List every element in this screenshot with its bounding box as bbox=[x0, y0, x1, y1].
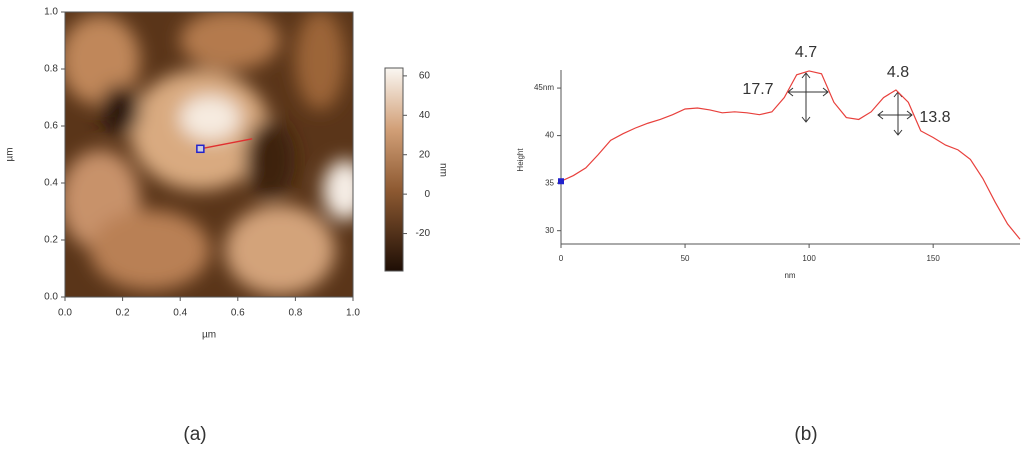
x-tick-label: 150 bbox=[926, 254, 940, 263]
colorbar-tick-label: 20 bbox=[419, 149, 431, 160]
y-tick-label: 0.6 bbox=[44, 121, 58, 132]
profile-start bbox=[196, 144, 205, 154]
annotation-arrows bbox=[787, 72, 913, 136]
x-axis-label: µm bbox=[202, 330, 216, 341]
y-axis-label: µm bbox=[5, 147, 16, 161]
annotation: 13.8 bbox=[919, 109, 950, 126]
x-tick-label: 0.4 bbox=[173, 308, 187, 319]
y-tick-label: 0.8 bbox=[44, 64, 58, 75]
y-axis-label: Height bbox=[516, 148, 525, 172]
profile-curve bbox=[560, 70, 1021, 240]
annotation: 17.7 bbox=[742, 81, 773, 98]
y-tick-label: 0.4 bbox=[44, 178, 58, 189]
y-tick-label: 45nm bbox=[534, 83, 554, 92]
colorbar-tick-label: 40 bbox=[419, 110, 431, 121]
afm-image bbox=[65, 12, 353, 297]
x-tick-label: 100 bbox=[802, 254, 816, 263]
x-tick-label: 0.0 bbox=[58, 308, 72, 319]
colorbar-tick-label: 0 bbox=[424, 189, 430, 200]
start-marker bbox=[558, 178, 564, 185]
y-tick-label: 35 bbox=[545, 178, 554, 187]
y-tick-label: 40 bbox=[545, 131, 554, 140]
x-tick-label: 0.2 bbox=[116, 308, 130, 319]
colorbar-label: nm bbox=[437, 163, 448, 177]
y-tick-label: 0.2 bbox=[44, 235, 58, 246]
y-tick-label: 30 bbox=[545, 226, 554, 235]
profile-line bbox=[200, 138, 253, 150]
annotation: 4.8 bbox=[887, 64, 909, 81]
colorbar-tick-label: -20 bbox=[416, 228, 431, 239]
annotation: 4.7 bbox=[795, 44, 817, 61]
x-tick-label: 0 bbox=[559, 254, 564, 263]
y-tick-label: 1.0 bbox=[44, 7, 58, 18]
x-tick-label: 0.8 bbox=[288, 308, 302, 319]
colorbar bbox=[384, 67, 404, 272]
x-tick-label: 1.0 bbox=[346, 308, 360, 319]
x-axis-label: nm bbox=[784, 271, 795, 280]
x-tick-label: 50 bbox=[681, 254, 690, 263]
colorbar-tick-label: 60 bbox=[419, 71, 431, 82]
panel-label: (a) bbox=[183, 424, 206, 445]
y-tick-label: 0.0 bbox=[44, 292, 58, 303]
panel-label: (b) bbox=[794, 424, 817, 445]
x-tick-label: 0.6 bbox=[231, 308, 245, 319]
